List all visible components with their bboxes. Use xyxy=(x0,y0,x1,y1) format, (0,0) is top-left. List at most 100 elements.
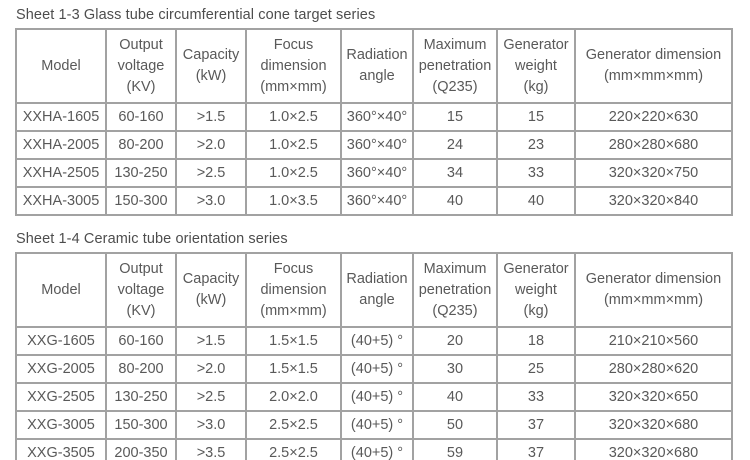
cell-output-voltage: 130-250 xyxy=(105,158,177,188)
cell-generator-weight: 37 xyxy=(496,410,576,440)
cell-generator-weight: 40 xyxy=(496,186,576,216)
cell-model: XXHA-2505 xyxy=(15,158,107,188)
cell-focus-dimension: 1.0×3.5 xyxy=(245,186,342,216)
cell-maximum-penetration: 59 xyxy=(412,438,498,460)
table-row: XXHA-2505 130-250 >2.5 1.0×2.5 360°×40° 34 33 3… xyxy=(15,158,733,188)
column-header-focus-dimension: Focus dimension (mm×mm) xyxy=(245,252,342,328)
cell-output-voltage: 200-350 xyxy=(105,438,177,460)
table-row: XXHA-3005 150-300 >3.0 1.0×3.5 360°×40° 40 40 3… xyxy=(15,186,733,216)
cell-generator-weight: 25 xyxy=(496,354,576,384)
cell-generator-dimension: 320×320×840 xyxy=(574,186,733,216)
column-header-model: Model xyxy=(15,28,107,104)
column-header-capacity: Capacity (kW) xyxy=(175,28,247,104)
cell-output-voltage: 60-160 xyxy=(105,326,177,356)
column-header-output-voltage: Output voltage (KV) xyxy=(105,28,177,104)
cell-maximum-penetration: 34 xyxy=(412,158,498,188)
cell-generator-dimension: 280×280×620 xyxy=(574,354,733,384)
column-header-maximum-penetration: Maximum penetration (Q235) xyxy=(412,252,498,328)
cell-maximum-penetration: 30 xyxy=(412,354,498,384)
cell-model: XXG-3505 xyxy=(15,438,107,460)
cell-radiation-angle: 360°×40° xyxy=(340,130,414,160)
cell-generator-dimension: 320×320×680 xyxy=(574,410,733,440)
cell-output-voltage: 150-300 xyxy=(105,410,177,440)
cell-output-voltage: 130-250 xyxy=(105,382,177,412)
cell-capacity: >3.0 xyxy=(175,410,247,440)
header-row: Model Output voltage (KV) Capacity (kW) Focus d… xyxy=(15,28,733,104)
cell-generator-weight: 23 xyxy=(496,130,576,160)
cell-maximum-penetration: 40 xyxy=(412,382,498,412)
cell-focus-dimension: 1.0×2.5 xyxy=(245,102,342,132)
cell-radiation-angle: 360°×40° xyxy=(340,158,414,188)
column-header-radiation-angle: Radiation angle xyxy=(340,252,414,328)
cell-model: XXG-2505 xyxy=(15,382,107,412)
cell-model: XXG-1605 xyxy=(15,326,107,356)
cell-output-voltage: 80-200 xyxy=(105,354,177,384)
table-row: XXG-3505 200-350 >3.5 2.5×2.5 (40+5) ° 59 37 32… xyxy=(15,438,733,460)
column-header-focus-dimension: Focus dimension (mm×mm) xyxy=(245,28,342,104)
cell-generator-dimension: 220×220×630 xyxy=(574,102,733,132)
column-header-maximum-penetration: Maximum penetration (Q235) xyxy=(412,28,498,104)
cell-model: XXHA-2005 xyxy=(15,130,107,160)
cell-radiation-angle: 360°×40° xyxy=(340,102,414,132)
glass-tube-spec-table: Model Output voltage (KV) Capacity (kW) Focus d… xyxy=(15,28,733,216)
cell-capacity: >2.5 xyxy=(175,382,247,412)
cell-generator-weight: 33 xyxy=(496,382,576,412)
header-row: Model Output voltage (KV) Capacity (kW) Focus d… xyxy=(15,252,733,328)
cell-model: XXG-2005 xyxy=(15,354,107,384)
cell-capacity: >3.0 xyxy=(175,186,247,216)
cell-capacity: >1.5 xyxy=(175,102,247,132)
cell-focus-dimension: 1.0×2.5 xyxy=(245,130,342,160)
cell-model: XXHA-1605 xyxy=(15,102,107,132)
cell-maximum-penetration: 50 xyxy=(412,410,498,440)
column-header-model: Model xyxy=(15,252,107,328)
cell-generator-weight: 37 xyxy=(496,438,576,460)
cell-focus-dimension: 2.5×2.5 xyxy=(245,410,342,440)
sheet-1-4-title: Sheet 1-4 Ceramic tube orientation serie… xyxy=(16,231,288,247)
column-header-generator-dimension: Generator dimension (mm×mm×mm) xyxy=(574,28,733,104)
cell-output-voltage: 60-160 xyxy=(105,102,177,132)
cell-model: XXHA-3005 xyxy=(15,186,107,216)
cell-focus-dimension: 2.0×2.0 xyxy=(245,382,342,412)
cell-capacity: >2.0 xyxy=(175,354,247,384)
cell-generator-dimension: 280×280×680 xyxy=(574,130,733,160)
cell-generator-dimension: 320×320×680 xyxy=(574,438,733,460)
cell-generator-dimension: 210×210×560 xyxy=(574,326,733,356)
cell-generator-weight: 33 xyxy=(496,158,576,188)
cell-radiation-angle: (40+5) ° xyxy=(340,410,414,440)
table-row: XXG-3005 150-300 >3.0 2.5×2.5 (40+5) ° 50 37 32… xyxy=(15,410,733,440)
cell-radiation-angle: (40+5) ° xyxy=(340,438,414,460)
cell-maximum-penetration: 20 xyxy=(412,326,498,356)
column-header-generator-dimension: Generator dimension (mm×mm×mm) xyxy=(574,252,733,328)
table-row: XXG-2505 130-250 >2.5 2.0×2.0 (40+5) ° 40 33 32… xyxy=(15,382,733,412)
cell-maximum-penetration: 24 xyxy=(412,130,498,160)
cell-output-voltage: 150-300 xyxy=(105,186,177,216)
cell-generator-weight: 18 xyxy=(496,326,576,356)
cell-capacity: >1.5 xyxy=(175,326,247,356)
column-header-generator-weight: Generator weight (kg) xyxy=(496,28,576,104)
cell-model: XXG-3005 xyxy=(15,410,107,440)
cell-output-voltage: 80-200 xyxy=(105,130,177,160)
column-header-capacity: Capacity (kW) xyxy=(175,252,247,328)
cell-focus-dimension: 1.5×1.5 xyxy=(245,326,342,356)
cell-radiation-angle: (40+5) ° xyxy=(340,382,414,412)
table-row: XXHA-1605 60-160 >1.5 1.0×2.5 360°×40° 15 15 22… xyxy=(15,102,733,132)
cell-focus-dimension: 1.0×2.5 xyxy=(245,158,342,188)
cell-capacity: >2.5 xyxy=(175,158,247,188)
cell-focus-dimension: 2.5×2.5 xyxy=(245,438,342,460)
table-row: XXG-1605 60-160 >1.5 1.5×1.5 (40+5) ° 20 18 210… xyxy=(15,326,733,356)
table-row: XXHA-2005 80-200 >2.0 1.0×2.5 360°×40° 24 23 28… xyxy=(15,130,733,160)
cell-maximum-penetration: 40 xyxy=(412,186,498,216)
column-header-generator-weight: Generator weight (kg) xyxy=(496,252,576,328)
ceramic-tube-spec-table: Model Output voltage (KV) Capacity (kW) Focus d… xyxy=(15,252,733,460)
cell-generator-dimension: 320×320×650 xyxy=(574,382,733,412)
cell-radiation-angle: (40+5) ° xyxy=(340,326,414,356)
column-header-radiation-angle: Radiation angle xyxy=(340,28,414,104)
cell-generator-weight: 15 xyxy=(496,102,576,132)
table-row: XXG-2005 80-200 >2.0 1.5×1.5 (40+5) ° 30 25 280… xyxy=(15,354,733,384)
sheet-1-3-title: Sheet 1-3 Glass tube circumferential con… xyxy=(16,7,376,23)
cell-capacity: >3.5 xyxy=(175,438,247,460)
cell-radiation-angle: 360°×40° xyxy=(340,186,414,216)
cell-generator-dimension: 320×320×750 xyxy=(574,158,733,188)
cell-focus-dimension: 1.5×1.5 xyxy=(245,354,342,384)
